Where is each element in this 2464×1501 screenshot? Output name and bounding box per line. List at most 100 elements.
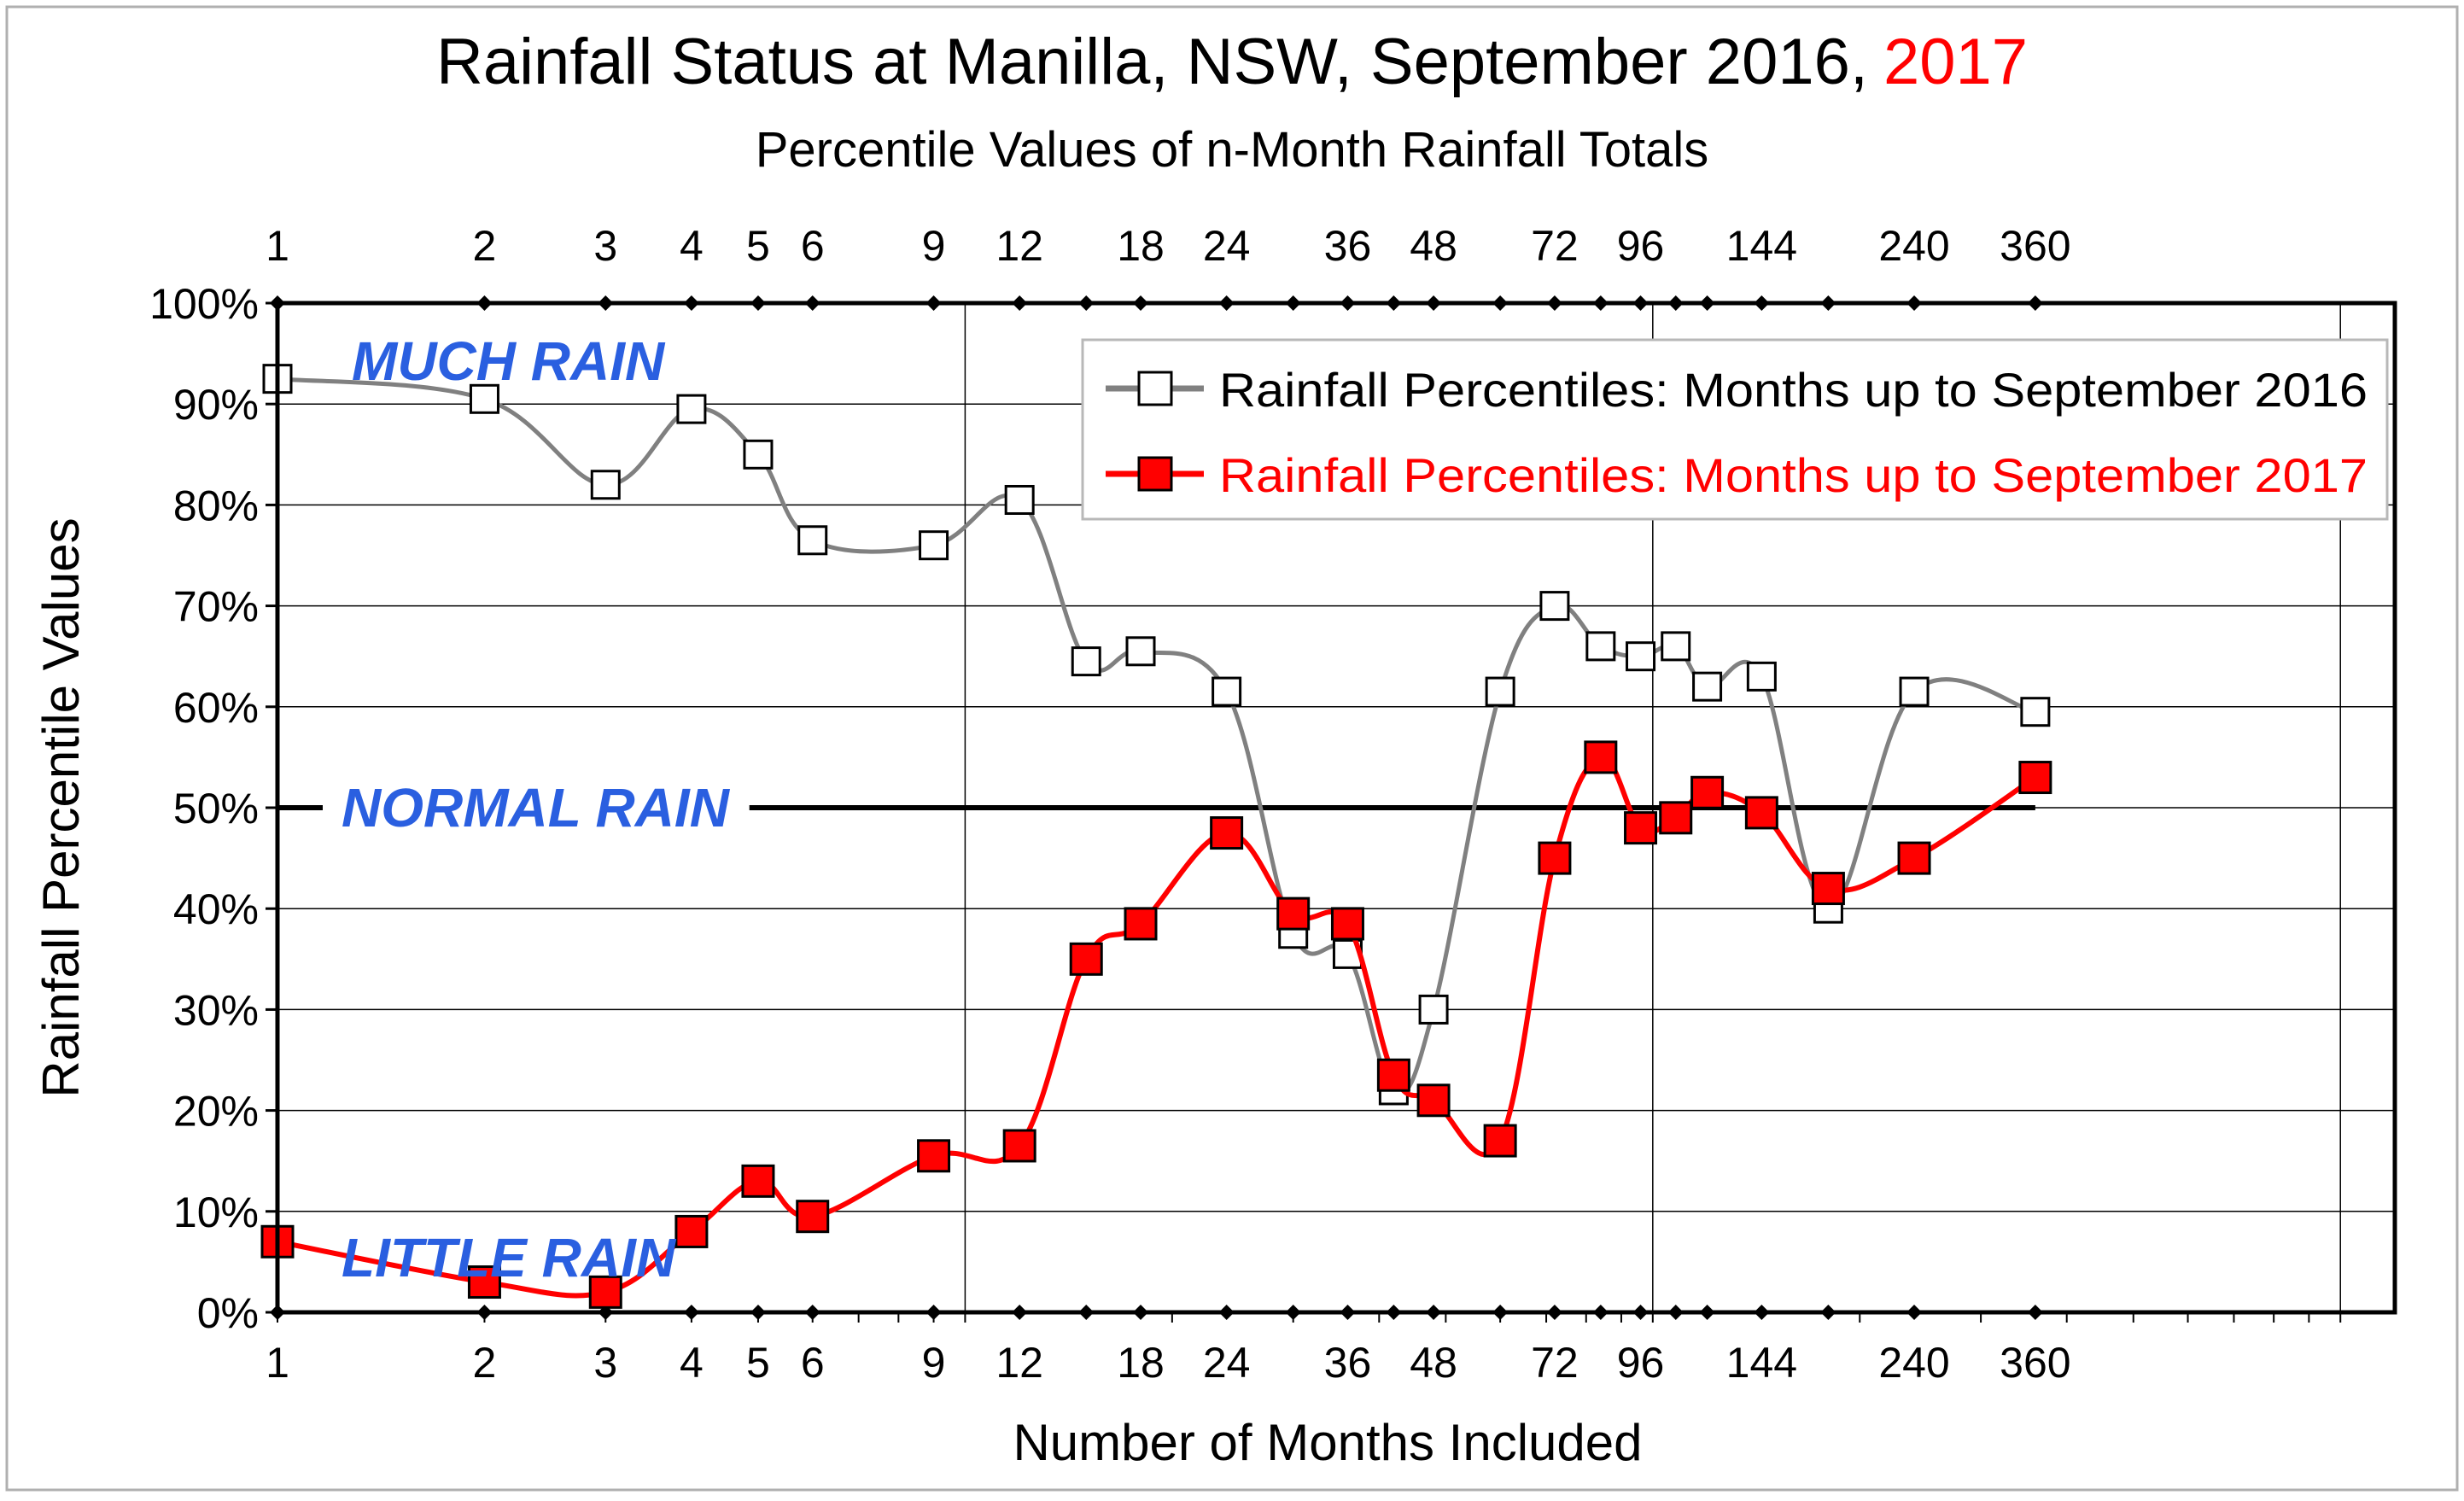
x-tick-label-top: 3 — [593, 222, 617, 270]
x-tick-label-top: 12 — [996, 222, 1043, 270]
y-tick-label: 40% — [173, 885, 259, 933]
x-tick-label-bottom: 3 — [593, 1339, 617, 1387]
much-rain-label: MUCH RAIN — [352, 330, 666, 392]
x-tick-label-bottom: 12 — [996, 1339, 1043, 1387]
y-tick-label: 100% — [149, 280, 259, 328]
x-tick-label-bottom: 24 — [1203, 1339, 1251, 1387]
series-2016-point — [919, 530, 949, 561]
x-tick-label-bottom: 9 — [922, 1339, 946, 1387]
series-2016-point — [1585, 631, 1616, 662]
legend-marker-2016 — [1137, 371, 1173, 406]
series-2016-point — [1125, 636, 1156, 667]
x-tick-label-bottom: 360 — [2000, 1339, 2070, 1387]
y-axis-title: Rainfall Percentile Values — [32, 517, 90, 1097]
series-2017-point — [1624, 811, 1658, 845]
series-2017-point — [796, 1200, 830, 1234]
series-2017-point — [588, 1275, 622, 1309]
plot-border — [275, 301, 2397, 1315]
series-2016-point — [1071, 646, 1101, 677]
normal-rain-label-bg — [323, 797, 750, 818]
series-2017-point — [1069, 942, 1103, 976]
x-tick-label-top: 240 — [1878, 222, 1949, 270]
y-axis: 0% 10% 20% 30% 40% 50% 60% 70% 80% 90% 100% — [149, 280, 277, 1337]
y-tick-label: 50% — [173, 785, 259, 832]
x-tick-label-top: 360 — [2000, 222, 2070, 270]
series-2017-point — [1690, 775, 1725, 809]
normal-rain-label: NORMAL RAIN — [342, 777, 731, 838]
x-tick-label-bottom: 96 — [1617, 1339, 1665, 1387]
x-tick-label-top: 6 — [801, 222, 825, 270]
x-tick-label-top: 4 — [680, 222, 704, 270]
series-2017-point — [1744, 796, 1778, 830]
x-tick-label-bottom: 240 — [1878, 1339, 1949, 1387]
x-axis: 1122334455669912121818242436364848727296… — [266, 222, 2342, 1387]
series-2016-point — [1539, 591, 1570, 622]
y-tick-label: 10% — [173, 1189, 259, 1236]
y-tick-label: 0% — [197, 1289, 259, 1337]
series-2016-point — [1485, 676, 1515, 707]
series-2017-point — [1584, 740, 1618, 774]
x-tick-label-bottom: 144 — [1726, 1339, 1797, 1387]
series-2016-point — [1212, 676, 1242, 707]
series-2017-point — [1897, 841, 1931, 875]
x-tick-label-bottom: 18 — [1117, 1339, 1165, 1387]
series-2017-point — [1483, 1124, 1517, 1158]
legend: Rainfall Percentiles: Months up to Septe… — [1081, 338, 2389, 521]
x-tick-label-bottom: 2 — [473, 1339, 497, 1387]
series-2017-point — [1376, 1058, 1410, 1092]
x-tick-label-top: 5 — [746, 222, 770, 270]
x-axis-title: Number of Months Included — [1013, 1414, 1642, 1471]
legend-label-2017: Rainfall Percentiles: Months up to Septe… — [1219, 448, 2368, 502]
y-tick-label: 80% — [173, 482, 259, 529]
x-tick-label-top: 2 — [473, 222, 497, 270]
series-2016-point — [1004, 484, 1035, 515]
series-2016-point — [590, 470, 621, 500]
series-2017-point — [1210, 816, 1244, 850]
series-2016-point — [1661, 631, 1691, 662]
x-tick-label-bottom: 72 — [1531, 1339, 1579, 1387]
chart-title-highlight: 2017 — [1883, 26, 2028, 98]
x-tick-label-top: 36 — [1324, 222, 1372, 270]
series-2017-point — [1330, 907, 1364, 941]
series-2016-point — [797, 525, 828, 556]
series-2017-point — [1416, 1083, 1451, 1118]
series-2017-point — [1002, 1129, 1036, 1163]
series-2017-point — [1276, 897, 1311, 931]
chart-title-main: Rainfall Status at Manilla, NSW, Septemb… — [436, 26, 1868, 98]
series-2016-point — [2020, 697, 2051, 727]
series-2016-point — [1692, 671, 1723, 702]
x-tick-label-top: 96 — [1617, 222, 1665, 270]
x-tick-label-top: 18 — [1117, 222, 1165, 270]
x-tick-label-bottom: 36 — [1324, 1339, 1372, 1387]
x-tick-label-top: 144 — [1726, 222, 1797, 270]
series-2017-point — [1659, 801, 1693, 835]
series-2016-point — [676, 394, 707, 424]
series-2017-point — [741, 1164, 775, 1198]
y-tick-label: 90% — [173, 381, 259, 429]
series-2017-point — [1811, 872, 1845, 906]
x-tick-label-top: 48 — [1410, 222, 1457, 270]
x-tick-label-top: 9 — [922, 222, 946, 270]
series-2016-point — [1418, 994, 1449, 1025]
x-tick-label-bottom: 4 — [680, 1339, 704, 1387]
y-tick-label: 60% — [173, 684, 259, 732]
legend-label-2016: Rainfall Percentiles: Months up to Septe… — [1219, 363, 2368, 417]
series-2016-point — [743, 439, 774, 470]
series-2017-point — [674, 1214, 709, 1248]
series-2017-point — [1124, 907, 1158, 941]
x-tick-label-top: 24 — [1203, 222, 1251, 270]
series-2017-point — [1538, 841, 1572, 875]
x-tick-label-bottom: 48 — [1410, 1339, 1457, 1387]
series-2017-point — [917, 1139, 951, 1173]
series-2017-point — [467, 1265, 501, 1300]
series-2016-point — [1746, 661, 1777, 692]
x-tick-label-bottom: 5 — [746, 1339, 770, 1387]
y-tick-label: 30% — [173, 986, 259, 1034]
legend-box — [1081, 338, 2389, 521]
x-tick-label-top: 72 — [1531, 222, 1579, 270]
legend-marker-2017 — [1137, 456, 1173, 492]
y-tick-label: 70% — [173, 583, 259, 631]
chart-subtitle: Percentile Values of n-Month Rainfall To… — [756, 122, 1709, 178]
